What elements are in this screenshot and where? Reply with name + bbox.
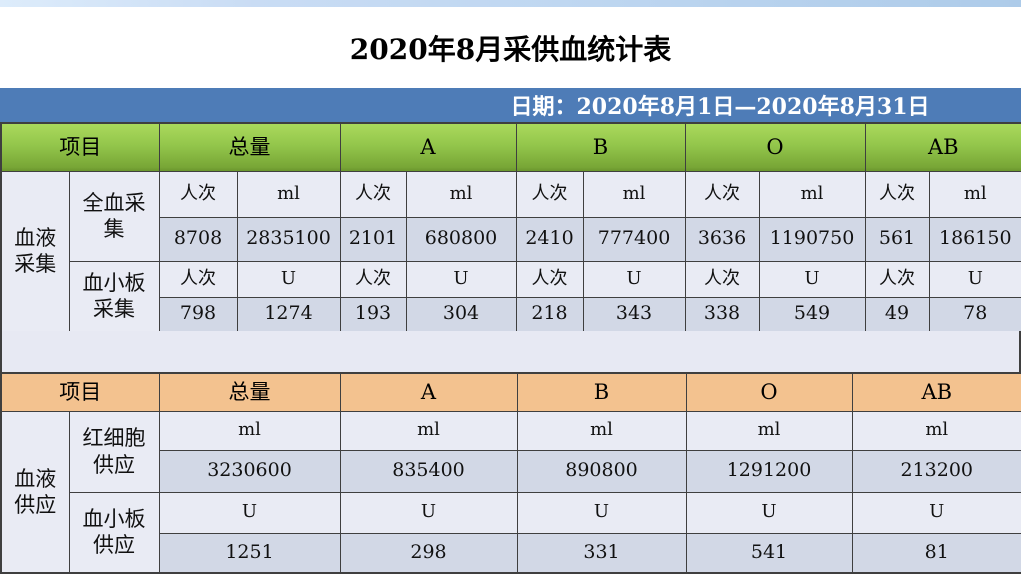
unit-cell: 人次: [684, 260, 760, 298]
value-cell: 3230600: [158, 449, 341, 493]
supply-table: 项目 总量 A B O AB 血液供应 红细胞供应 ml ml ml ml ml…: [0, 372, 1021, 574]
unit-cell: U: [339, 491, 518, 534]
unit-cell: ml: [516, 410, 687, 451]
unit-cell: U: [582, 260, 686, 298]
unit-cell: 人次: [158, 260, 238, 298]
value-cell: 890800: [516, 449, 687, 493]
value-cell: 2101: [339, 216, 407, 262]
header-cell-total: 总量: [158, 372, 341, 412]
header-cell-type-o: O: [685, 372, 853, 412]
value-cell: 331: [516, 532, 687, 574]
unit-cell: 人次: [684, 170, 760, 218]
platelet-supply-unit-row: 血小板供应 U U U U U: [1, 491, 1021, 574]
supply-section-label: 血液供应: [0, 410, 70, 574]
value-cell: 541: [685, 532, 853, 574]
header-cell-item: 项目: [0, 372, 160, 412]
unit-cell: 人次: [339, 170, 407, 218]
date-bar: 日期：2020年8月1日—2020年8月31日: [0, 88, 1021, 122]
platelet-unit-row: 血小板采集 人次 U 人次 U 人次 U 人次 U 人次 U: [1, 260, 1021, 333]
value-cell: 549: [758, 296, 866, 333]
value-cell: 2835100: [236, 216, 341, 262]
value-cell: 561: [864, 216, 930, 262]
value-cell: 298: [339, 532, 518, 574]
platelet-supply-value-row: 1251 298 331 541 81: [1, 532, 1021, 574]
value-cell: 78: [928, 296, 1021, 333]
unit-cell: ml: [236, 170, 341, 218]
unit-cell: ml: [582, 170, 686, 218]
header-cell-item: 项目: [0, 122, 160, 172]
value-cell: 798: [158, 296, 238, 333]
header-cell-type-a: A: [339, 372, 518, 412]
platelet-row-label: 血小板采集: [68, 260, 160, 333]
value-cell: 1251: [158, 532, 341, 574]
value-cell: 1190750: [758, 216, 866, 262]
unit-cell: U: [405, 260, 517, 298]
supply-header-row: 项目 总量 A B O AB: [0, 372, 1021, 412]
header-cell-type-ab: AB: [864, 122, 1021, 172]
value-cell: 49: [864, 296, 930, 333]
unit-cell: ml: [928, 170, 1021, 218]
value-cell: 186150: [928, 216, 1021, 262]
value-cell: 2410: [515, 216, 584, 262]
collection-header-row: 项目 总量 A B O AB: [0, 122, 1021, 172]
unit-cell: U: [685, 491, 853, 534]
value-cell: 3636: [684, 216, 760, 262]
collection-table: 项目 总量 A B O AB 血液采集 全血采集 人次 ml 人次 ml 人次 …: [0, 122, 1021, 333]
value-cell: 343: [582, 296, 686, 333]
unit-cell: U: [928, 260, 1021, 298]
unit-cell: ml: [851, 410, 1021, 451]
value-cell: 777400: [582, 216, 686, 262]
unit-cell: ml: [758, 170, 866, 218]
collection-section-label: 血液采集: [0, 170, 70, 333]
unit-cell: 人次: [864, 260, 930, 298]
spacer-row: [0, 331, 1021, 372]
window-top-strip: [0, 0, 1021, 7]
header-cell-type-b: B: [515, 122, 686, 172]
whole-blood-row-label: 全血采集: [68, 170, 160, 262]
unit-cell: 人次: [515, 170, 584, 218]
platelet-value-row: 798 1274 193 304 218 343 338 549 49 78: [1, 296, 1021, 333]
header-cell-total: 总量: [158, 122, 341, 172]
whole-blood-value-row: 8708 2835100 2101 680800 2410 777400 363…: [1, 216, 1021, 262]
unit-cell: ml: [339, 410, 518, 451]
value-cell: 8708: [158, 216, 238, 262]
header-cell-type-ab: AB: [851, 372, 1021, 412]
value-cell: 338: [684, 296, 760, 333]
rbc-row-label: 红细胞供应: [68, 410, 160, 493]
unit-cell: 人次: [339, 260, 407, 298]
unit-cell: U: [236, 260, 341, 298]
value-cell: 835400: [339, 449, 518, 493]
header-cell-type-o: O: [684, 122, 866, 172]
rbc-unit-row: 血液供应 红细胞供应 ml ml ml ml ml: [0, 410, 1021, 574]
date-range-text: 日期：2020年8月1日—2020年8月31日: [510, 94, 930, 120]
value-cell: 213200: [851, 449, 1021, 493]
rbc-value-row: 3230600 835400 890800 1291200 213200: [1, 449, 1021, 493]
value-cell: 1274: [236, 296, 341, 333]
unit-cell: ml: [405, 170, 517, 218]
unit-cell: 人次: [515, 260, 584, 298]
value-cell: 1291200: [685, 449, 853, 493]
value-cell: 193: [339, 296, 407, 333]
value-cell: 81: [851, 532, 1021, 574]
header-cell-type-a: A: [339, 122, 517, 172]
unit-cell: U: [516, 491, 687, 534]
value-cell: 304: [405, 296, 517, 333]
value-cell: 680800: [405, 216, 517, 262]
platelet-supply-row-label: 血小板供应: [68, 491, 160, 574]
unit-cell: 人次: [864, 170, 930, 218]
unit-cell: U: [158, 491, 341, 534]
whole-blood-unit-row: 血液采集 全血采集 人次 ml 人次 ml 人次 ml 人次 ml 人次 ml: [0, 170, 1021, 333]
page-title: 2020年8月采供血统计表: [349, 32, 672, 66]
header-cell-type-b: B: [516, 372, 687, 412]
unit-cell: U: [758, 260, 866, 298]
unit-cell: ml: [158, 410, 341, 451]
value-cell: 218: [515, 296, 584, 333]
unit-cell: U: [851, 491, 1021, 534]
unit-cell: ml: [685, 410, 853, 451]
unit-cell: 人次: [158, 170, 238, 218]
